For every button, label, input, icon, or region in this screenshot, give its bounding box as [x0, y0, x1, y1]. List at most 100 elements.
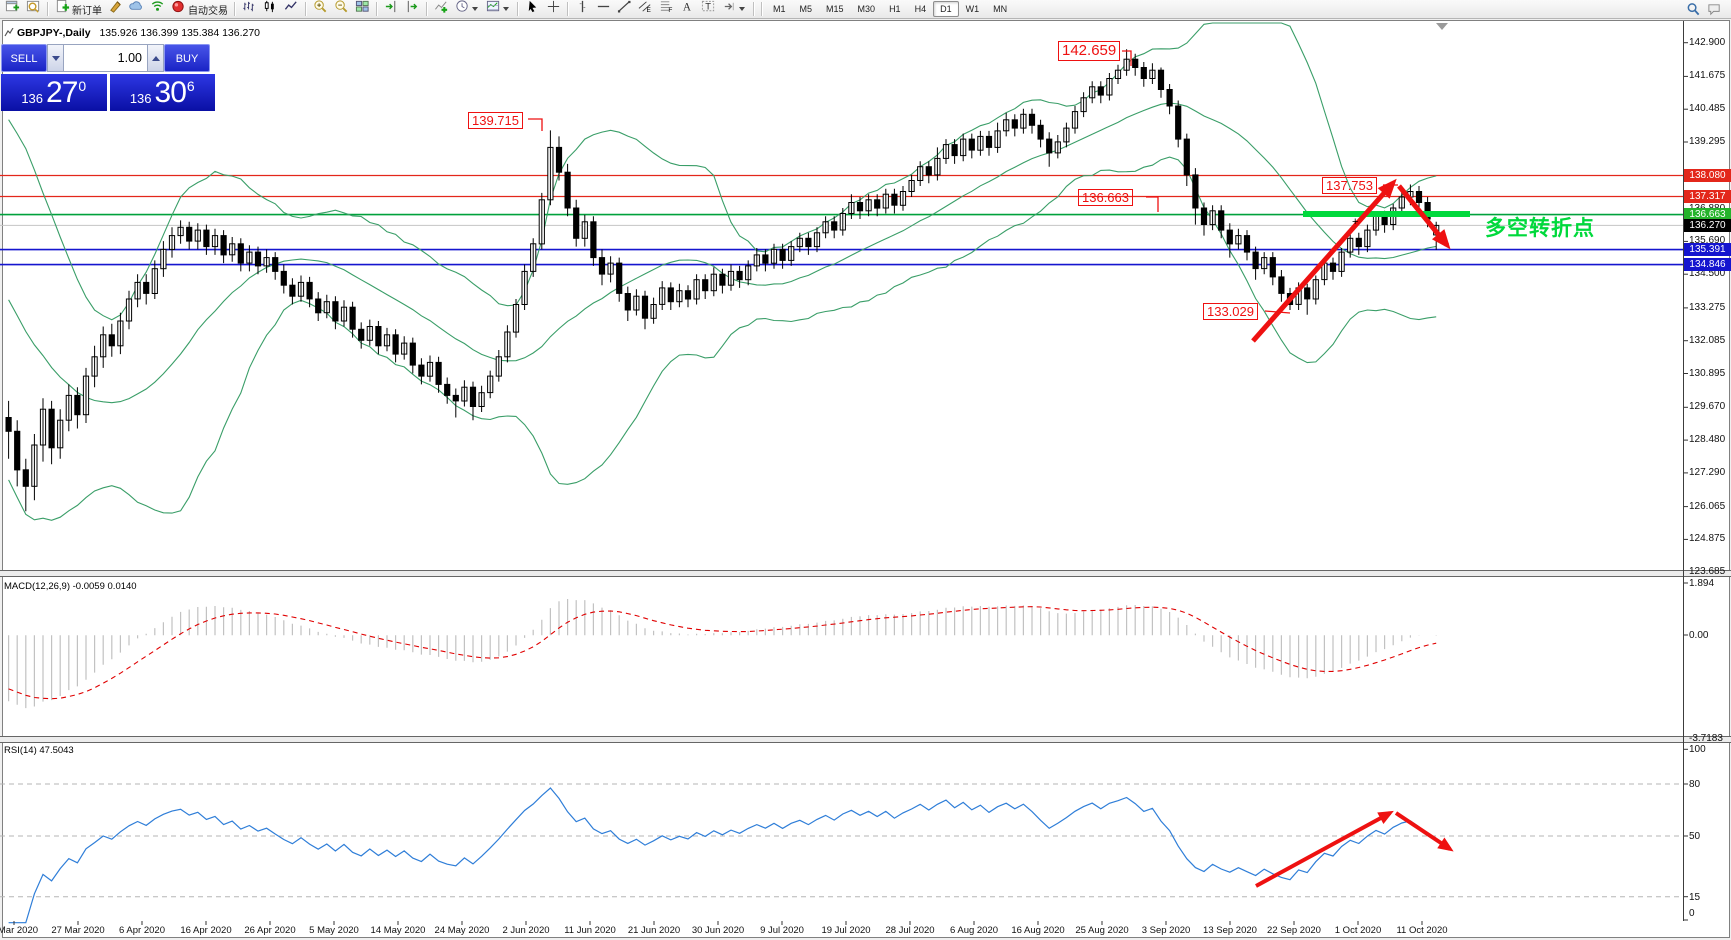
macd-panel — [8, 599, 1437, 709]
symbol-period-label: GBPJPY-,Daily — [17, 27, 91, 39]
bollinger-upper-band — [8, 22, 1437, 321]
rsi-arrow-up[interactable] — [1255, 811, 1391, 888]
callout-connector — [528, 118, 543, 131]
buy-price-sup: 6 — [186, 77, 195, 94]
timeframe-button-m15[interactable]: M15 — [826, 4, 844, 14]
svg-text:A: A — [683, 1, 692, 13]
price-panel — [0, 22, 1683, 521]
chart-shift-icon — [384, 0, 399, 19]
trend-arrow-up[interactable] — [1251, 181, 1395, 343]
chart-preview-button[interactable] — [23, 0, 44, 19]
shapes-button[interactable] — [719, 0, 750, 19]
buy-price-prefix: 136 — [129, 91, 152, 106]
callout-connector — [1264, 310, 1291, 314]
cursor-button[interactable] — [522, 0, 543, 19]
auto-scroll-button[interactable] — [402, 0, 423, 19]
candles-chart-button[interactable] — [260, 0, 281, 19]
date-tick-label: 22 Sep 2020 — [1267, 925, 1321, 936]
panel-separator-macd[interactable] — [0, 570, 1731, 577]
callout-connector — [1122, 50, 1132, 66]
date-tick-label: 19 Jul 2020 — [821, 925, 871, 936]
price-tick-label: 130.895 — [1689, 367, 1726, 379]
zoom-out-button[interactable] — [331, 0, 352, 19]
sell-price-display[interactable]: 136 27 0 — [1, 74, 107, 111]
vertical-line-button[interactable] — [572, 0, 593, 19]
fibonacci-icon: F — [659, 0, 674, 19]
channel-button[interactable]: E — [635, 0, 656, 19]
chat-button[interactable] — [1704, 0, 1725, 19]
new-chart-button[interactable] — [2, 0, 23, 19]
tile-windows-icon — [355, 0, 370, 19]
price-callout-label[interactable]: 133.029 — [1203, 303, 1258, 320]
zoom-in-button[interactable] — [310, 0, 331, 19]
turning-point-annotation[interactable]: 多空转折点 — [1485, 217, 1595, 240]
chart-shift-button[interactable] — [381, 0, 402, 19]
chart-window[interactable] — [2, 20, 1730, 938]
sell-price-sup: 0 — [78, 77, 87, 94]
new-order-button[interactable]: 新订单 — [52, 0, 105, 19]
chart-shift-marker-icon[interactable] — [1436, 23, 1448, 30]
horizontal-line-button[interactable] — [593, 0, 614, 19]
buy-price-display[interactable]: 136 30 6 — [109, 74, 215, 111]
rsi-tick-label: 100 — [1689, 744, 1706, 756]
volume-decrease-button[interactable] — [47, 44, 64, 72]
price-tick-label: 134.500 — [1689, 268, 1726, 280]
timeframe-button-h4[interactable]: H4 — [914, 4, 927, 14]
sell-button[interactable]: SELL — [1, 44, 47, 72]
timeframe-button-m5[interactable]: M5 — [799, 4, 813, 14]
volume-increase-button[interactable] — [147, 44, 164, 72]
price-badge-135.391: 135.391 — [1684, 243, 1731, 257]
broom-button[interactable] — [105, 0, 126, 19]
timeframe-button-h1[interactable]: H1 — [889, 4, 901, 14]
buy-button[interactable]: BUY — [164, 44, 210, 72]
bullish-candles — [31, 58, 1440, 487]
fibonacci-button[interactable]: F — [656, 0, 677, 19]
crosshair-button[interactable] — [543, 0, 564, 19]
price-tick-label: 142.900 — [1689, 36, 1726, 48]
annotation-objects[interactable]: + — [528, 50, 1470, 888]
date-tick-label: 16 Aug 2020 — [1011, 925, 1065, 936]
date-tick-label: 25 Aug 2020 — [1075, 925, 1129, 936]
price-callout-label[interactable]: 142.659 — [1058, 41, 1121, 61]
panel-separator-rsi[interactable] — [0, 736, 1731, 743]
tile-windows-button[interactable] — [352, 0, 373, 19]
toolbar-separator — [761, 2, 763, 16]
templates-button[interactable] — [483, 0, 514, 19]
rsi-arrow-down-head — [1437, 837, 1454, 852]
svg-text:E: E — [646, 7, 651, 14]
indicators-button[interactable] — [431, 0, 452, 19]
line-chart-button[interactable] — [281, 0, 302, 19]
new-chart-icon — [5, 0, 20, 19]
price-callout-label[interactable]: 139.715 — [468, 112, 523, 129]
cloud-button[interactable] — [126, 0, 147, 19]
volume-input[interactable] — [64, 44, 147, 72]
text-button[interactable]: A — [677, 0, 698, 19]
turning-point-level-bar[interactable] — [1303, 211, 1470, 217]
toolbar-separator — [567, 2, 569, 16]
bars-chart-button[interactable] — [239, 0, 260, 19]
timeframe-button-m30[interactable]: M30 — [857, 4, 876, 14]
macd-indicator-label: MACD(12,26,9) -0.0059 0.0140 — [4, 581, 137, 592]
price-callout-label[interactable]: 136.663 — [1078, 189, 1133, 206]
svg-text:F: F — [668, 7, 672, 14]
price-tick-label: 129.670 — [1689, 401, 1726, 413]
auto-trading-button[interactable]: 自动交易 — [168, 0, 231, 19]
price-tick-label: 140.485 — [1689, 103, 1726, 115]
timeframe-button-mn[interactable]: MN — [993, 4, 1008, 14]
price-badge-136.663: 136.663 — [1684, 208, 1731, 222]
signal-button[interactable] — [147, 0, 168, 19]
timeframe-button-w1[interactable]: W1 — [965, 4, 980, 14]
price-badge-134.846: 134.846 — [1684, 258, 1731, 272]
macd-tick-label: -3.7183 — [1689, 733, 1723, 744]
rsi-line — [8, 787, 1437, 924]
timeframe-button-d1[interactable]: D1 — [933, 1, 959, 17]
trend-line-button[interactable] — [614, 0, 635, 19]
periods-button[interactable] — [452, 0, 483, 19]
search-button[interactable] — [1683, 0, 1704, 19]
timeframe-button-m1[interactable]: M1 — [773, 4, 786, 14]
text-label-button[interactable]: T — [698, 0, 719, 19]
chevron-down-icon — [472, 7, 478, 11]
price-callout-label[interactable]: 137.753 — [1322, 177, 1377, 194]
date-tick-label: 1 Oct 2020 — [1334, 925, 1382, 936]
